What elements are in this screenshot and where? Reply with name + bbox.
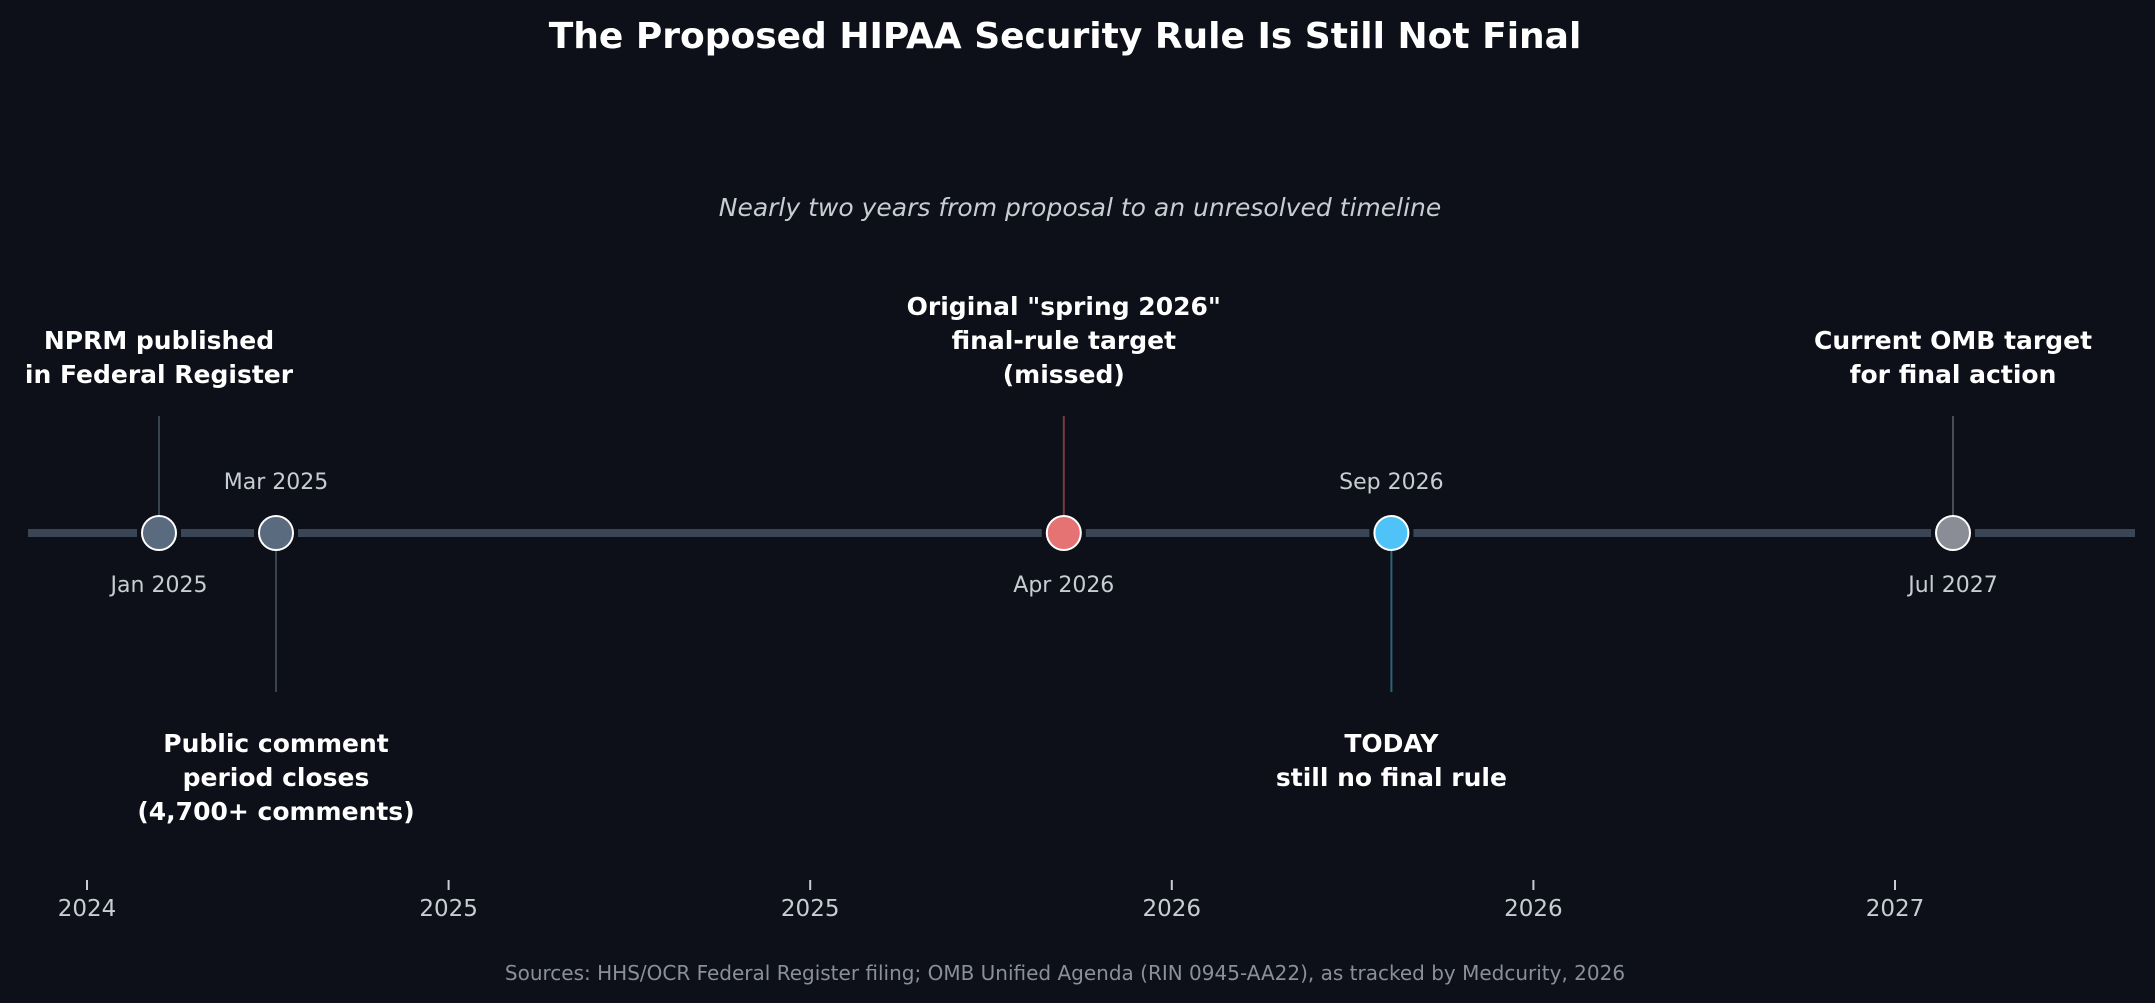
event-date-label: Jan 2025 bbox=[109, 573, 208, 598]
x-tick-label: 2025 bbox=[781, 896, 840, 922]
x-tick: 2026 bbox=[1504, 880, 1563, 922]
event-marker bbox=[258, 515, 294, 551]
event-date-label: Sep 2026 bbox=[1339, 470, 1443, 495]
event-marker bbox=[1935, 515, 1971, 551]
event-date-label: Apr 2026 bbox=[1013, 573, 1114, 598]
x-tick-label: 2024 bbox=[58, 896, 117, 922]
x-axis: 2024 2025 2025 2026 2026 2027 bbox=[58, 880, 1925, 922]
x-tick-label: 2026 bbox=[1504, 896, 1563, 922]
timeline-events: NPRM published in Federal Register Jan 202… bbox=[25, 292, 2092, 826]
x-tick-label: 2027 bbox=[1866, 896, 1925, 922]
x-tick-label: 2026 bbox=[1143, 896, 1202, 922]
x-tick-label: 2025 bbox=[419, 896, 478, 922]
event-label: for final action bbox=[1850, 360, 2057, 389]
event-label: in Federal Register bbox=[25, 360, 294, 389]
source-note: Sources: HHS/OCR Federal Register filing… bbox=[505, 961, 1625, 985]
timeline-event: Public comment period closes (4,700+ comme… bbox=[137, 470, 414, 826]
x-tick: 2026 bbox=[1143, 880, 1202, 922]
event-label: (missed) bbox=[1003, 360, 1125, 389]
x-tick: 2024 bbox=[58, 880, 117, 922]
event-marker bbox=[141, 515, 177, 551]
timeline-event: NPRM published in Federal Register Jan 202… bbox=[25, 326, 294, 598]
chart-title: The Proposed HIPAA Security Rule Is Stil… bbox=[549, 16, 1582, 57]
timeline-event: Original "spring 2026" final-rule target (… bbox=[907, 292, 1221, 598]
event-marker bbox=[1045, 515, 1082, 551]
x-tick: 2025 bbox=[419, 880, 478, 922]
event-label: Current OMB target bbox=[1814, 326, 2092, 355]
timeline-event: Current OMB target for final action Jul 20… bbox=[1814, 326, 2092, 598]
event-label: Original "spring 2026" bbox=[907, 292, 1221, 321]
event-label: Public comment bbox=[163, 729, 389, 758]
event-label: period closes bbox=[183, 763, 370, 792]
event-date-label: Mar 2025 bbox=[224, 470, 329, 495]
chart-subtitle: Nearly two years from proposal to an unr… bbox=[719, 193, 1442, 222]
event-label: final-rule target bbox=[952, 326, 1177, 355]
event-label: TODAY bbox=[1344, 729, 1439, 758]
timeline-event: TODAY still no final rule Sep 2026 bbox=[1276, 470, 1507, 792]
event-label: NPRM published bbox=[44, 326, 274, 355]
event-label: still no final rule bbox=[1276, 763, 1507, 792]
event-marker bbox=[1373, 515, 1410, 551]
x-tick: 2027 bbox=[1866, 880, 1925, 922]
x-tick: 2025 bbox=[781, 880, 840, 922]
event-label: (4,700+ comments) bbox=[137, 797, 414, 826]
event-date-label: Jul 2027 bbox=[1906, 573, 1998, 598]
